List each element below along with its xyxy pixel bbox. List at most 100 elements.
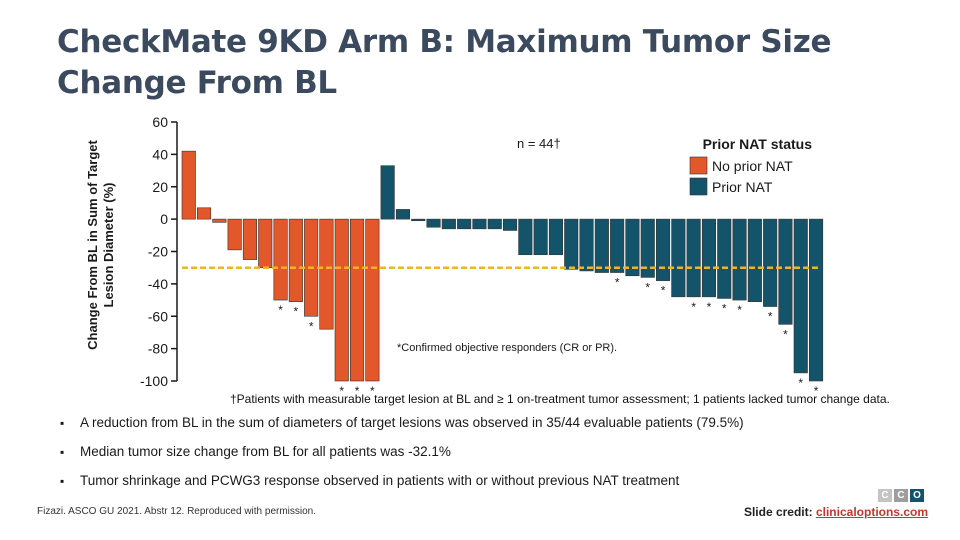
- bar: [808, 218, 824, 382]
- responder-note: *Confirmed objective responders (CR or P…: [397, 342, 617, 354]
- bar: [717, 218, 732, 299]
- bar: [411, 218, 426, 222]
- legend-title: Prior NAT status: [703, 136, 813, 152]
- bar: [426, 218, 441, 228]
- y-axis: 60 40 20 0 -20 -40 -60 -80 -100: [140, 114, 178, 389]
- credit-link[interactable]: clinicaloptions.com: [815, 505, 928, 519]
- bullet-item: ▪ Tumor shrinkage and PCWG3 response obse…: [60, 471, 744, 500]
- cco-logo: C C O: [878, 489, 924, 502]
- legend-label-prior-nat: Prior NAT: [712, 179, 773, 195]
- responder-star: *: [814, 384, 819, 398]
- y-axis-label-line2: Lesion Diameter (%): [101, 183, 116, 308]
- footnote: †Patients with measurable target lesion …: [230, 392, 890, 406]
- bullet-text: Median tumor size change from BL for all…: [80, 444, 451, 459]
- bullet-item: ▪ Median tumor size change from BL for al…: [60, 442, 744, 471]
- bar: [640, 218, 655, 278]
- bar: [778, 218, 793, 325]
- bar: [655, 218, 671, 281]
- bar: [763, 218, 778, 307]
- y-tick-label: 0: [160, 211, 168, 227]
- responder-star: *: [294, 305, 299, 319]
- bar: [380, 165, 395, 220]
- bar: [212, 218, 227, 223]
- n-label: n = 44†: [517, 136, 561, 151]
- responder-star: *: [339, 384, 344, 398]
- bullet-text: Tumor shrinkage and PCWG3 response obser…: [80, 473, 680, 488]
- bar: [671, 218, 686, 298]
- bar: [548, 218, 564, 256]
- bar: [564, 218, 579, 270]
- slide-credit: Slide credit: clinicaloptions.com: [744, 505, 928, 519]
- bar: [487, 218, 502, 230]
- y-tick-label: 40: [152, 146, 168, 162]
- bar: [686, 218, 701, 298]
- responder-markers: * * * * * * * * * * * * * * * * *: [278, 276, 819, 398]
- bar: [533, 218, 548, 256]
- bar: [365, 218, 380, 382]
- bar: [610, 218, 625, 273]
- y-axis-label-line1: Change From BL in Sum of Target: [85, 139, 100, 349]
- responder-star: *: [309, 319, 314, 333]
- source-citation: Fizazi. ASCO GU 2021. Abstr 12. Reproduc…: [37, 506, 317, 517]
- bullet-marker: ▪: [60, 474, 65, 488]
- bar: [242, 218, 257, 260]
- y-tick-label: -80: [148, 341, 168, 357]
- logo-letter: C: [878, 489, 892, 502]
- y-tick-label: -40: [148, 276, 168, 292]
- responder-star: *: [370, 384, 375, 398]
- responder-star: *: [768, 310, 773, 324]
- bar: [197, 207, 212, 220]
- y-tick-label: -60: [148, 308, 168, 324]
- credit-label: Slide credit:: [743, 505, 813, 519]
- responder-star: *: [278, 303, 283, 317]
- bar: [793, 218, 808, 374]
- bar: [625, 218, 640, 277]
- legend-swatch-prior-nat: [689, 177, 708, 196]
- y-tick-label: 60: [152, 114, 168, 130]
- y-axis-label: Change From BL in Sum of Target Lesion D…: [85, 139, 116, 349]
- responder-star: *: [798, 376, 803, 390]
- responder-star: *: [645, 280, 650, 294]
- logo-letter: O: [910, 489, 924, 502]
- responder-star: *: [355, 384, 360, 398]
- bar: [518, 218, 533, 256]
- bar: [181, 150, 196, 220]
- bar: [395, 209, 411, 220]
- legend-label-no-prior-nat: No prior NAT: [712, 158, 793, 174]
- bar: [288, 218, 303, 302]
- y-tick-label: -20: [148, 244, 168, 260]
- y-tick-label: -100: [140, 373, 168, 389]
- bars: [181, 150, 824, 382]
- responder-star: *: [615, 276, 620, 290]
- responder-star: *: [783, 327, 788, 341]
- responder-star: *: [707, 300, 712, 314]
- bar: [502, 218, 518, 231]
- bar: [732, 218, 747, 301]
- bullet-list: ▪ A reduction from BL in the sum of diame…: [60, 413, 744, 500]
- responder-star: *: [722, 301, 727, 315]
- bar: [701, 218, 717, 298]
- bar: [441, 218, 456, 230]
- bar: [273, 218, 288, 301]
- bar: [747, 218, 762, 302]
- legend-swatch-no-prior-nat: [689, 156, 708, 175]
- bullet-marker: ▪: [60, 445, 65, 459]
- bullet-text: A reduction from BL in the sum of diamet…: [80, 415, 744, 430]
- logo-letter: C: [894, 489, 908, 502]
- bar: [579, 218, 594, 272]
- responder-star: *: [691, 300, 696, 314]
- bar: [349, 218, 365, 382]
- legend: Prior NAT status No prior NAT Prior NAT: [689, 136, 813, 196]
- bar: [258, 218, 273, 268]
- bar: [457, 218, 472, 230]
- responder-star: *: [737, 303, 742, 317]
- bullet-marker: ▪: [60, 416, 65, 430]
- responder-star: *: [661, 284, 666, 298]
- bullet-item: ▪ A reduction from BL in the sum of diame…: [60, 413, 744, 442]
- bar: [319, 218, 334, 330]
- bar: [594, 218, 609, 273]
- y-tick-label: 20: [152, 179, 168, 195]
- page-title: CheckMate 9KD Arm B: Maximum Tumor Size …: [57, 24, 832, 101]
- waterfall-chart: Change From BL in Sum of Target Lesion D…: [85, 114, 824, 398]
- bar: [334, 218, 349, 382]
